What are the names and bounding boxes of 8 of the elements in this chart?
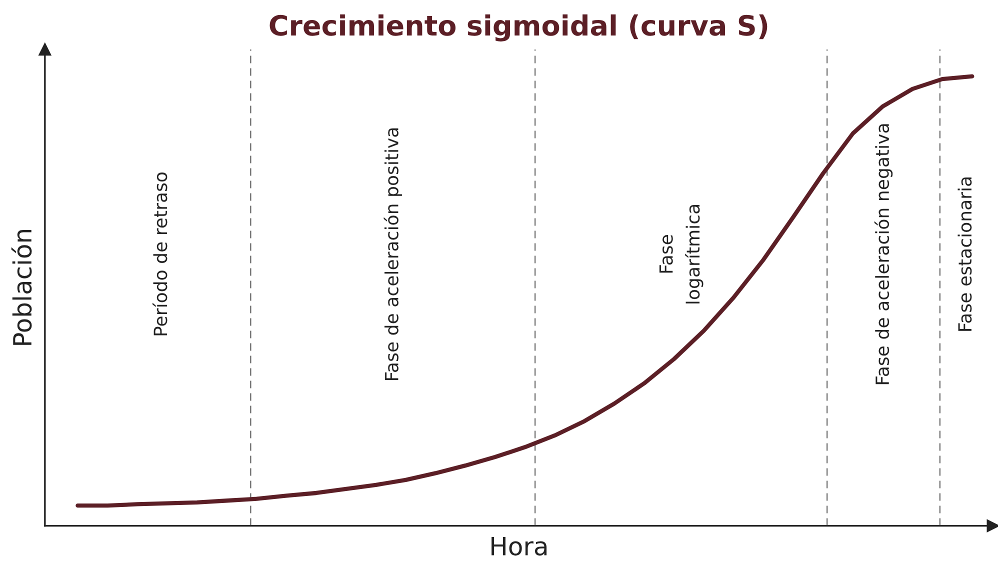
annotation: Fase estacionaria [958, 178, 972, 331]
y-axis-title: Población [11, 230, 32, 345]
annotation: Fase de aceleración positiva [384, 128, 402, 380]
chart-title: Crecimiento sigmoidal (curva S) [270, 14, 768, 42]
annotation: Fase de aceleración negativa [874, 124, 893, 384]
annotation: Fase logarítmica [659, 205, 704, 304]
annotation: Período de retraso [152, 172, 168, 336]
x-axis-title: Hora [492, 536, 547, 556]
